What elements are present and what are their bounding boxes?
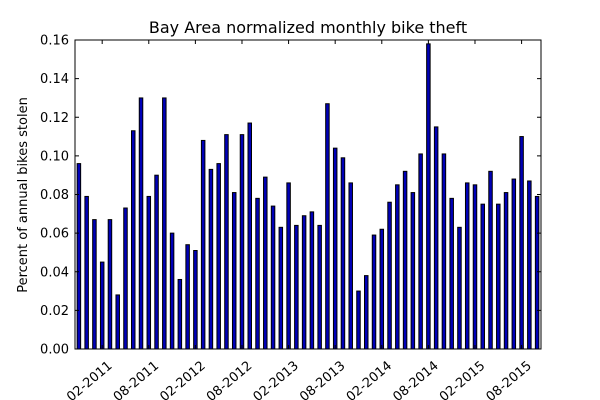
bar-38 [371, 234, 377, 350]
bar-39 [379, 228, 385, 350]
bar-6 [123, 207, 128, 350]
bar-10 [154, 174, 159, 350]
bar-4 [107, 219, 113, 350]
bar-1 [84, 195, 89, 350]
bar-56 [511, 178, 517, 350]
bar-29 [301, 215, 307, 350]
bar-31 [317, 224, 322, 350]
y-tick-labels: 0.00 0.02 0.04 0.06 0.08 0.10 0.12 0.14 0.16 [40, 34, 69, 358]
bar-24 [263, 176, 268, 350]
bar-44 [418, 153, 423, 350]
bar-53 [488, 170, 493, 350]
bar-48 [449, 197, 454, 350]
bar-23 [255, 197, 260, 350]
bar-50 [464, 182, 470, 350]
bar-9 [146, 195, 152, 350]
bar-59 [534, 195, 540, 350]
bar-40 [387, 201, 392, 350]
bar-32 [325, 103, 330, 350]
y-tick-label-4: 0.08 [40, 188, 69, 203]
bar-37 [364, 275, 369, 350]
x-tick-label-0: 02-2011 [64, 359, 115, 400]
bar-54 [496, 203, 501, 350]
bar-46 [433, 126, 439, 350]
y-tick-label-2: 0.04 [40, 265, 69, 280]
bar-17 [208, 168, 214, 350]
bar-16 [200, 139, 206, 350]
x-tick-label-1: 08-2011 [111, 359, 162, 400]
bar-33 [332, 147, 338, 350]
bar-22 [247, 122, 252, 350]
y-tick-label-8: 0.16 [40, 34, 69, 49]
bar-21 [239, 134, 245, 350]
bar-58 [527, 180, 532, 350]
bar-12 [169, 232, 175, 350]
bar-5 [115, 294, 120, 350]
bar-52 [480, 203, 485, 350]
bar-36 [356, 290, 361, 350]
bar-41 [395, 184, 400, 350]
bar-35 [348, 182, 353, 350]
chart-title: Bay Area normalized monthly bike theft [149, 18, 467, 37]
x-tick-label-2: 02-2012 [157, 359, 208, 400]
bar-25 [270, 205, 276, 350]
plot-frame [74, 39, 542, 350]
bar-18 [216, 163, 221, 350]
bar-55 [503, 192, 509, 350]
bar-19 [224, 134, 229, 350]
bar-49 [457, 226, 462, 350]
bar-26 [278, 226, 284, 350]
bar-11 [162, 97, 167, 350]
bar-43 [410, 192, 416, 350]
bar-30 [309, 211, 315, 350]
bar-42 [402, 170, 408, 350]
bar-57 [519, 136, 524, 350]
y-axis-label: Percent of annual bikes stolen [16, 97, 31, 293]
x-tick-labels: 02-201108-201102-201208-201202-201308-20… [64, 359, 535, 400]
bar-13 [177, 278, 183, 350]
bar-8 [138, 97, 144, 350]
bar-7 [131, 130, 136, 350]
y-tick-label-7: 0.14 [40, 72, 69, 87]
bar-47 [441, 153, 447, 350]
y-tick-label-5: 0.10 [40, 149, 69, 164]
x-tick-label-4: 02-2013 [251, 359, 302, 400]
bar-15 [193, 250, 198, 350]
x-tick-label-8: 02-2015 [437, 359, 488, 400]
bar-14 [185, 244, 190, 350]
bar-20 [231, 192, 237, 350]
bar-45 [426, 43, 431, 350]
x-tick-label-3: 08-2012 [204, 359, 255, 400]
bar-34 [340, 157, 346, 350]
bar-28 [294, 224, 299, 350]
y-tick-label-6: 0.12 [40, 111, 69, 126]
bar-0 [76, 163, 82, 350]
bar-2 [92, 219, 97, 350]
y-tick-label-1: 0.02 [40, 304, 69, 319]
x-tick-label-9: 08-2015 [484, 359, 535, 400]
bar-3 [99, 261, 105, 350]
y-tick-label-0: 0.00 [40, 343, 69, 358]
x-tick-label-6: 02-2014 [344, 359, 395, 400]
bar-27 [286, 182, 291, 350]
bars-group [76, 43, 540, 350]
ticks-group [75, 39, 541, 350]
x-tick-label-5: 08-2013 [297, 359, 348, 400]
bar-51 [472, 184, 478, 350]
x-tick-label-7: 08-2014 [390, 359, 441, 400]
y-tick-label-3: 0.06 [40, 227, 69, 242]
